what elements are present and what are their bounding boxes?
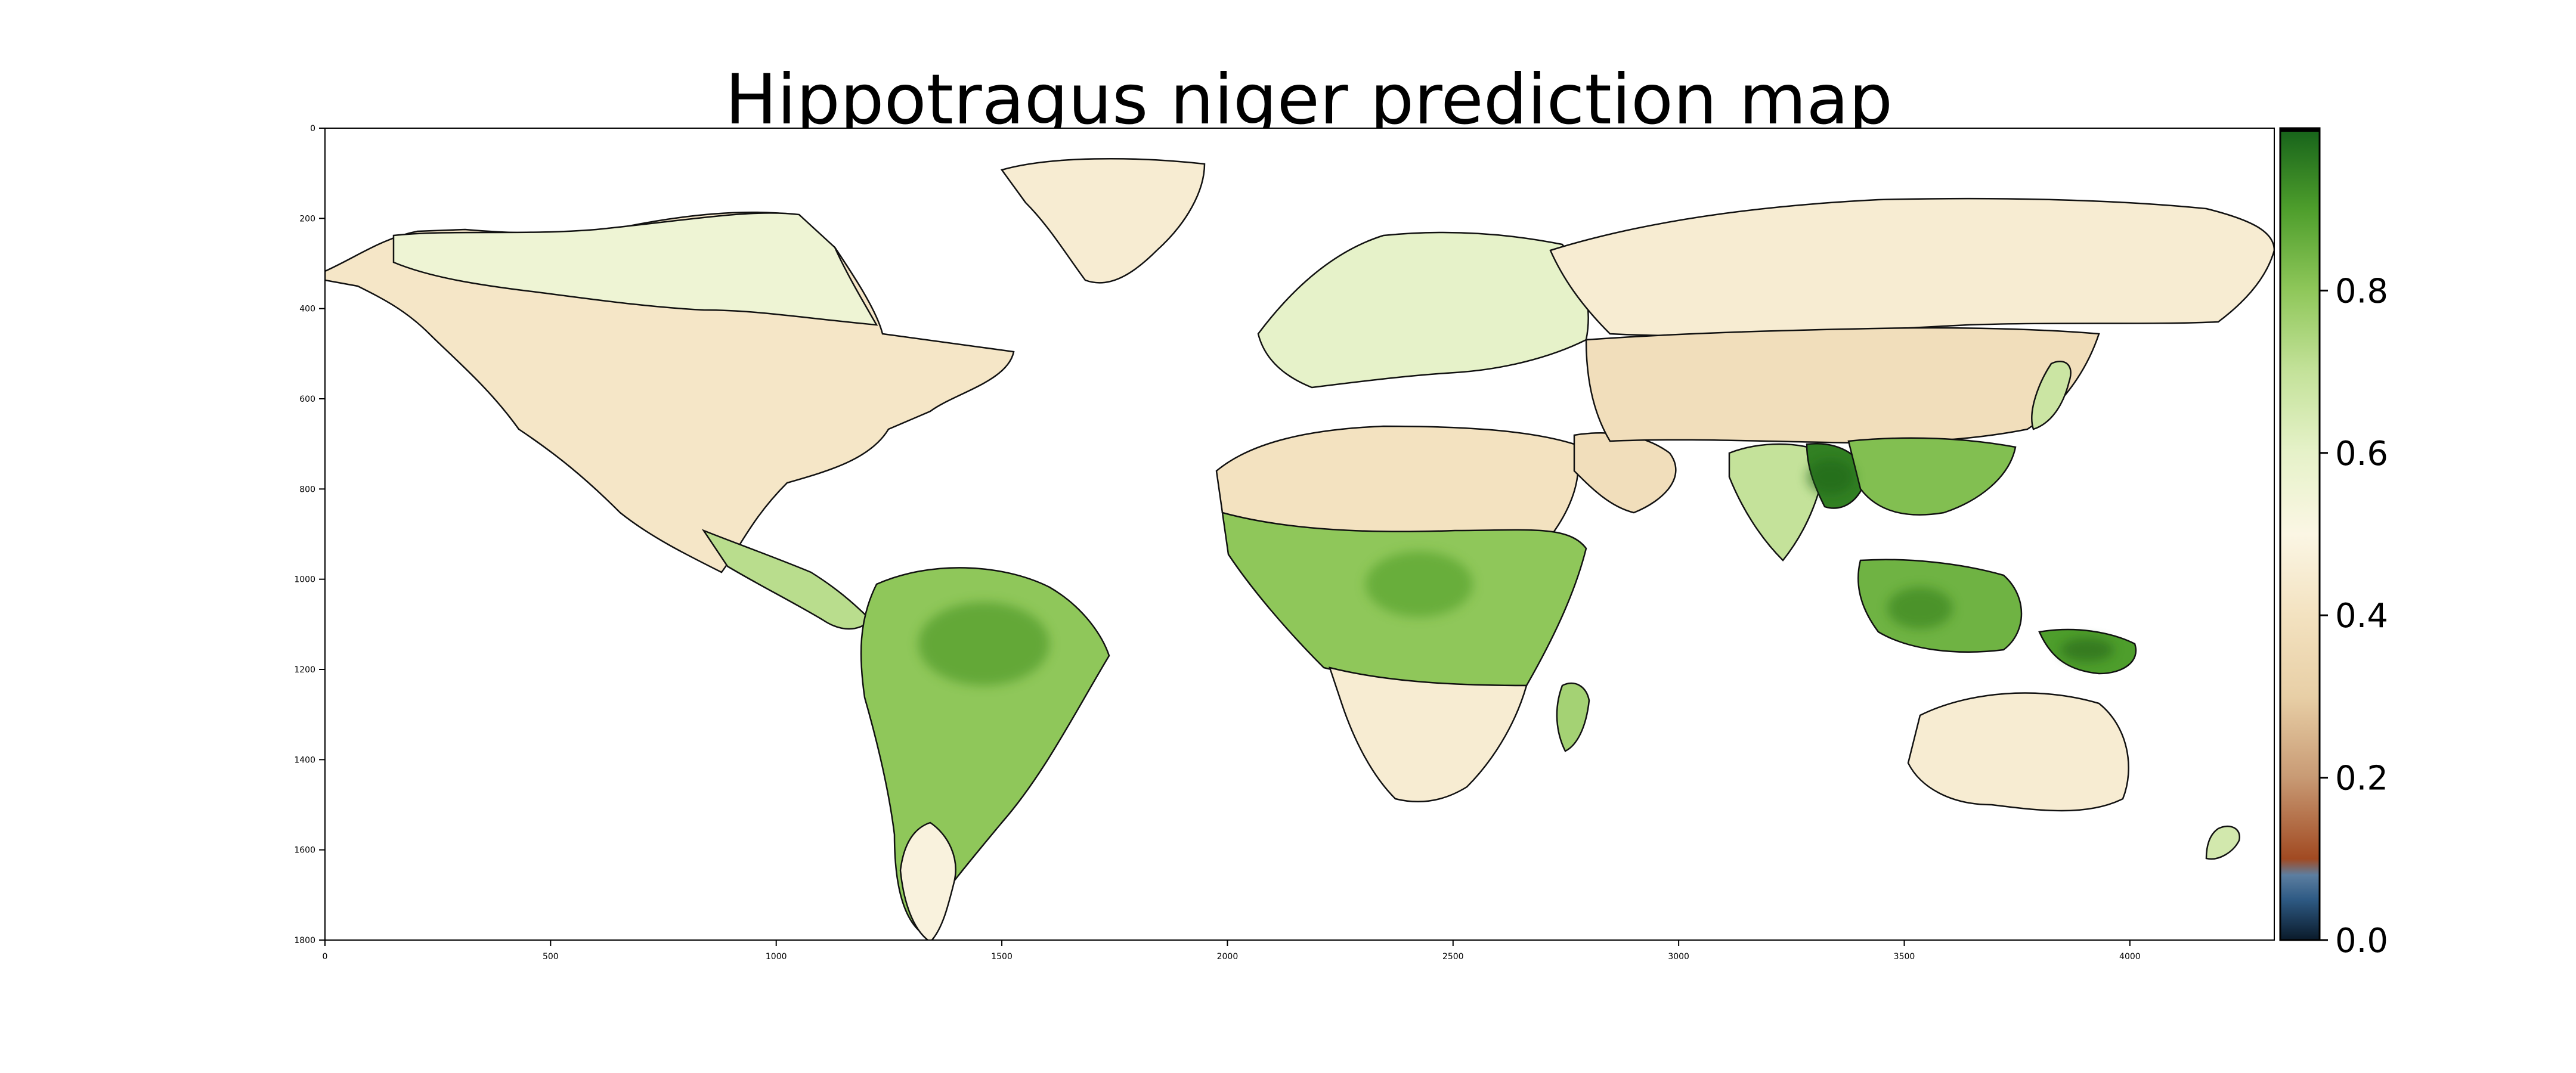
region-greenland — [1000, 157, 1206, 284]
x-tick-label: 500 — [543, 952, 559, 962]
x-tick-label: 1500 — [991, 952, 1013, 962]
x-tick-label: 2000 — [1217, 952, 1239, 962]
y-tick-label: 0 — [310, 124, 315, 134]
colorbar-tick-label: 0.6 — [2335, 435, 2388, 473]
hotspot-bangladesh — [1807, 459, 1854, 495]
hotspot-amazon — [918, 602, 1049, 686]
region-patagonia — [899, 821, 956, 940]
colorbar-tick-label: 0.0 — [2335, 922, 2388, 960]
y-tick-label: 600 — [299, 395, 315, 404]
colorbar-tick-label: 0.2 — [2335, 759, 2388, 798]
region-india — [1728, 443, 1826, 562]
x-tick-label: 3000 — [1668, 952, 1689, 962]
hotspot-congo — [1366, 551, 1473, 617]
region-australia — [1907, 692, 2129, 812]
region-japan — [2031, 361, 2072, 430]
region-canada-alaska — [392, 212, 878, 326]
hotspot-borneo — [1887, 587, 1953, 629]
hotspot-new-guinea — [2060, 638, 2114, 662]
y-axis: 0 200 400 600 800 1000 1200 1400 1600 1800 — [294, 124, 325, 945]
chart-title: Hippotragus niger prediction map — [724, 60, 1893, 140]
y-tick-label: 400 — [299, 305, 315, 314]
x-tick-label: 3500 — [1894, 952, 1915, 962]
x-axis: 0 500 1000 1500 2000 2500 3000 3500 4000 — [323, 940, 2141, 962]
y-tick-label: 1000 — [294, 575, 315, 585]
region-southern-africa — [1329, 666, 1528, 803]
colorbar-top-edge — [2280, 128, 2320, 132]
region-europe — [1257, 231, 1589, 389]
colorbar-gradient — [2280, 128, 2320, 940]
colorbar-ticks: 0.0 0.2 0.4 0.6 0.8 — [2320, 272, 2388, 960]
y-tick-label: 1400 — [294, 755, 315, 765]
y-tick-label: 1600 — [294, 846, 315, 855]
map-frame — [324, 128, 2275, 941]
x-tick-label: 4000 — [2119, 952, 2141, 962]
x-tick-label: 2500 — [1442, 952, 1464, 962]
region-new-zealand — [2205, 825, 2241, 860]
colorbar-tick-label: 0.4 — [2335, 597, 2388, 635]
y-tick-label: 1800 — [294, 936, 315, 945]
x-tick-label: 1000 — [766, 952, 787, 962]
x-tick-label: 0 — [323, 952, 328, 962]
region-southeast-asia — [1847, 437, 2017, 516]
y-tick-label: 1200 — [294, 665, 315, 675]
y-tick-label: 800 — [299, 485, 315, 494]
hotspot-overlay — [918, 459, 2114, 686]
colorbar-tick-label: 0.8 — [2335, 272, 2388, 311]
y-tick-label: 200 — [299, 214, 315, 224]
region-madagascar — [1556, 682, 1590, 752]
